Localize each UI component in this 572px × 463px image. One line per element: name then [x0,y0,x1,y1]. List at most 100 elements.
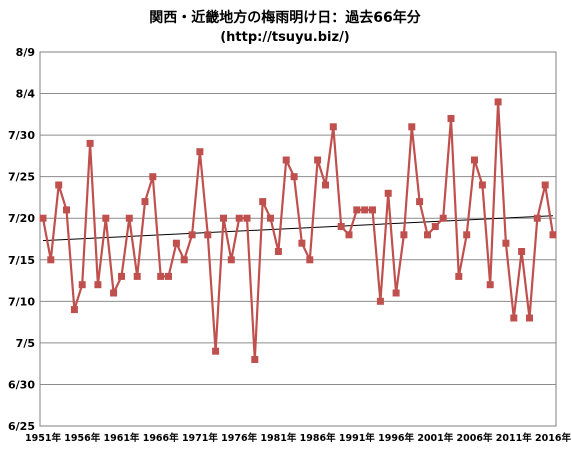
x-tick-label: 2006年 [457,432,493,444]
y-tick-label: 7/5 [16,337,35,350]
chart-title: 関西・近畿地方の梅雨明け日：過去66年分 [149,9,420,26]
data-point-marker [518,248,526,255]
data-point-marker [63,206,70,214]
data-point-marker [251,356,259,363]
data-point-marker [125,214,133,222]
data-point-marker [471,156,478,164]
data-point-marker [526,314,533,322]
data-point-marker [400,231,408,239]
data-point-marker [172,239,180,247]
x-tick-label: 1976年 [221,432,257,444]
data-point-marker [353,206,361,214]
data-point-marker [118,272,125,280]
grid-lines [40,93,556,385]
data-point-marker [549,231,557,239]
data-point-marker [463,231,471,239]
data-point-marker [227,256,235,264]
x-tick-label: 1956年 [64,432,100,444]
data-point-marker [180,256,188,264]
data-point-marker [235,214,243,222]
data-point-marker [337,223,345,230]
data-point-marker [447,115,455,122]
data-point-marker [314,156,322,164]
data-point-marker [47,256,55,264]
x-tick-label: 1961年 [103,432,139,444]
data-point-marker [533,214,541,222]
data-point-marker [424,231,431,239]
data-point-marker [243,214,251,222]
data-point-marker [455,272,463,280]
data-point-marker [110,289,118,297]
x-tick-label: 2001年 [417,432,453,444]
y-tick-label: 7/15 [8,254,35,267]
data-point-marker [204,231,212,239]
x-tick-label: 1966年 [143,432,179,444]
data-point-marker [439,214,447,222]
data-point-marker [345,231,353,239]
y-tick-label: 7/30 [8,129,35,142]
data-point-marker [141,198,149,206]
data-point-marker [55,181,63,189]
series-layer [39,98,557,363]
y-tick-label: 8/9 [16,46,35,59]
x-tick-label: 1986年 [300,432,336,444]
data-point-marker [282,156,290,164]
data-point-marker [510,314,518,322]
data-point-marker [494,98,502,106]
x-tick-label: 2016年 [535,432,571,444]
data-point-marker [220,214,227,222]
y-tick-label: 7/20 [8,212,35,225]
data-point-marker [78,281,86,289]
x-tick-label: 1991年 [339,432,375,444]
data-point-marker [149,173,157,181]
data-point-marker [274,248,282,255]
y-tick-label: 7/25 [8,171,35,184]
data-point-marker [133,272,141,280]
y-tick-label: 6/25 [8,420,35,433]
data-point-marker [267,214,274,222]
data-point-marker [486,281,494,289]
y-tick-label: 6/30 [8,378,35,391]
data-point-marker [212,347,220,355]
x-tick-label: 2011年 [496,432,532,444]
y-tick-label: 8/4 [16,88,36,101]
x-tick-label: 1981年 [260,432,296,444]
data-point-marker [392,289,400,297]
data-point-marker [431,223,439,230]
x-tick-label: 1951年 [25,432,61,444]
data-point-marker [165,272,172,280]
series-line [41,100,555,361]
data-point-marker [376,297,384,305]
data-point-marker [157,272,165,280]
y-axis-tick-labels: 6/25 6/30 7/5 7/10 7/15 7/20 7/25 7/30 8/4 8/9 [8,46,35,433]
y-tick-label: 7/10 [8,295,35,308]
x-tick-label: 1996年 [378,432,414,444]
data-point-marker [384,189,392,197]
data-point-marker [196,148,204,156]
data-point-marker [39,214,47,222]
data-point-marker [94,281,102,289]
data-point-marker [298,239,306,247]
data-point-marker [259,198,267,206]
x-tick-label: 1971年 [182,432,218,444]
data-point-marker [478,181,486,189]
data-point-marker [408,123,416,131]
data-point-marker [416,198,424,206]
chart-subtitle: (http://tsuyu.biz/) [220,30,350,45]
data-point-marker [70,306,78,314]
data-point-marker [541,181,549,189]
data-point-marker [102,214,110,222]
data-point-marker [86,139,94,147]
data-point-marker [369,206,376,214]
data-point-marker [322,181,329,189]
data-point-marker [188,231,196,239]
data-point-marker [306,256,314,264]
data-point-marker [329,123,337,131]
data-point-marker [502,239,510,247]
data-point-marker [361,206,369,214]
data-point-marker [290,173,298,181]
plot-area-border [39,51,557,427]
x-axis-tick-labels: 1951年 1956年 1961年 1966年 1971年 1976年 1981年 1986年… [25,432,571,444]
